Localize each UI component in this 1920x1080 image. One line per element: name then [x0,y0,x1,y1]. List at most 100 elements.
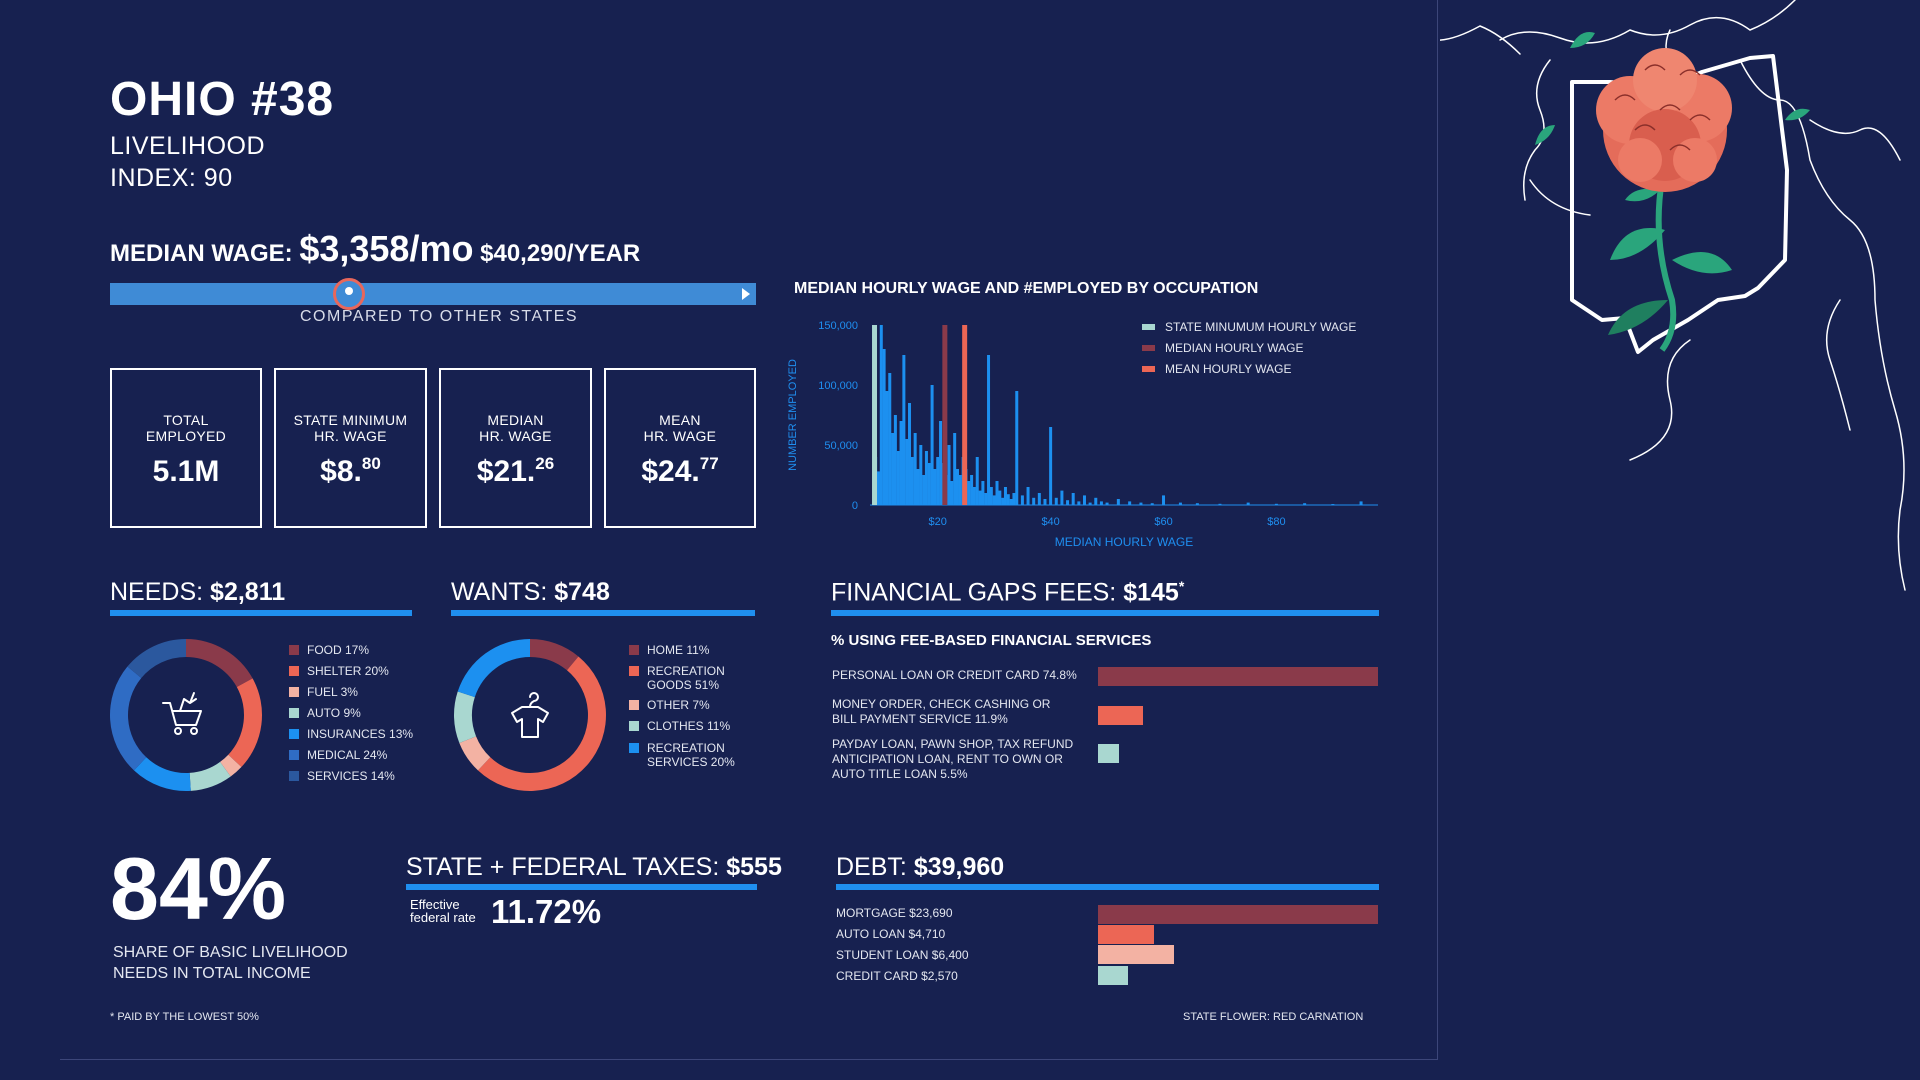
bar-label: PAYDAY LOAN, PAWN SHOP, TAX REFUND ANTIC… [832,737,1074,781]
legend-swatch [289,708,299,718]
occupation-bar [1032,497,1036,505]
occupation-bar [888,373,892,505]
legend-swatch [289,750,299,760]
bar-label: MONEY ORDER, CHECK CASHING OR BILL PAYME… [832,697,1051,726]
legend-swatch [629,666,639,676]
occupation-bar [902,355,906,505]
occupation-bar [1359,501,1363,505]
occupation-bar [1094,497,1098,505]
occupation-bar [995,481,999,505]
legend-label: MEDICAL 24% [307,748,388,762]
donut-slice [459,736,491,771]
occupation-bar [981,481,985,505]
occupation-bar [978,490,982,505]
bar [1098,945,1174,964]
occupation-chart: 150,000 100,000 50,000 0 $20 $40 $60 $80 MEDIAN … [787,320,1378,549]
tax-rate-value: 11.72% [491,893,602,930]
legend-swatch [1142,345,1155,351]
stat-label: TOTAL EMPLOYED [145,412,227,444]
legend-swatch [629,700,639,710]
legend-item: INSURANCES 13% [289,727,413,741]
legend-label: OTHER 7% [647,698,710,712]
slider-knob-dot [345,287,354,295]
legend-label: FUEL 3% [307,685,358,699]
occupation-bar [1066,500,1070,505]
bar [1098,667,1378,686]
fees-underline [831,610,1379,616]
occupation-bar [1274,503,1278,505]
occupation-bar [1128,501,1132,505]
occupation-bar [916,469,920,505]
donut-slice [127,639,186,679]
legend-label: MEDIAN HOURLY WAGE [1165,341,1303,355]
occupation-bar [899,421,903,505]
state-comparison-slider [110,283,756,305]
stat-box-median-wage: MEDIAN HR. WAGE $21.26 [439,368,592,528]
occupation-bar [882,349,886,505]
debt-underline [836,884,1379,890]
median-wage-monthly: $3,358/mo [299,228,474,269]
tax-rate-label: Effective federal rate [410,897,476,925]
state-flower-label: STATE FLOWER: RED CARNATION [1183,1011,1364,1023]
occupation-bar [1020,495,1024,505]
occupation-bar [927,463,931,505]
occupation-bar [1088,502,1092,505]
wants-underline [451,610,755,616]
needs-donut-chart [110,639,262,791]
stat-box-min-wage: STATE MINIMUM HR. WAGE $8.80 [274,368,427,528]
legend-label: RECREATION SERVICES 20% [647,741,735,769]
occupation-bar [879,325,883,505]
legend-label: RECREATION GOODS 51% [647,664,725,692]
donut-slice [454,691,477,743]
legend-label: SERVICES 14% [307,769,395,783]
x-tick-label: $80 [1267,516,1285,528]
legend-swatch [289,729,299,739]
livelihood-label: LIVELIHOOD [110,132,266,160]
legend-swatch [1142,324,1155,330]
donut-slice [530,639,579,671]
stat-value: $8.80 [320,454,381,488]
occupation-bar [922,475,926,505]
donut-slice [133,757,191,791]
legend-item: RECREATION GOODS 51% [629,664,725,692]
median-wage-yearly: $40,290/YEAR [480,240,641,267]
legend-item: FUEL 3% [289,685,358,699]
bar [1098,744,1119,763]
legend-swatch [629,743,639,753]
occupation-bar [1105,502,1109,505]
occupation-bar [989,487,993,505]
occupation-bar [1012,493,1016,505]
occupation-bar [987,355,991,505]
occupation-bar [958,475,962,505]
taxes-heading: STATE + FEDERAL TAXES: $555 [406,853,782,881]
occupation-bar [1178,502,1182,505]
legend-label: HOME 11% [647,643,710,657]
occupation-bar [1116,499,1120,505]
occupation-bar [1043,499,1047,505]
stat-label: MEDIAN HR. WAGE [479,412,552,444]
legend-item: SHELTER 20% [289,664,389,678]
occupation-bar [984,493,988,505]
occupation-bar [1099,501,1103,505]
occupation-bar [1150,503,1154,505]
occupation-bar [1303,503,1307,505]
divider-horizontal [60,1059,1438,1060]
debt-heading: DEBT: $39,960 [836,853,1005,881]
occupation-bar [876,471,880,505]
occupation-bar [955,469,959,505]
occupation-bar [908,403,912,505]
occupation-bar [919,445,923,505]
occupation-bar [1054,497,1058,505]
y-tick-label: 100,000 [818,380,858,392]
leaf-sprigs [1535,32,1810,145]
bar-label: MORTGAGE $23,690 [836,906,953,920]
occupation-bar [893,415,897,505]
donut-slice [477,656,606,791]
carnation-flower [1596,48,1732,192]
legend-item: AUTO 9% [289,706,361,720]
stat-box-total-employed: TOTAL EMPLOYED 5.1M [110,368,262,528]
donut-slice [189,761,231,791]
bar-label: CREDIT CARD $2,570 [836,969,958,983]
donut-slice [110,666,147,771]
occupation-bar [1037,493,1041,505]
